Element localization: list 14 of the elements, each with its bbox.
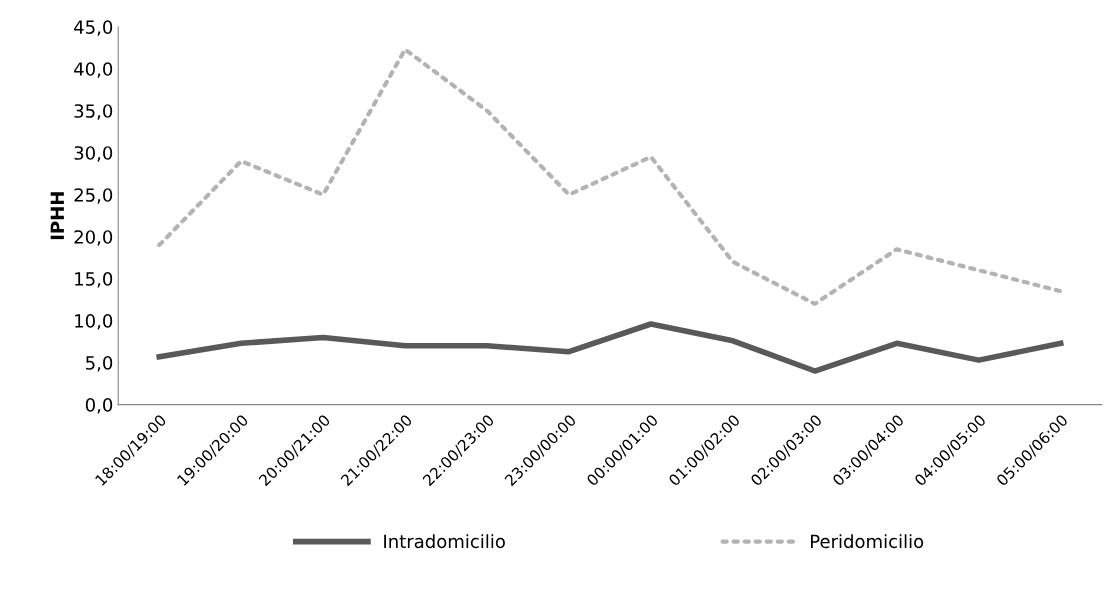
line-series: [157, 47, 1063, 306]
legend-label: Intradomicilio: [384, 534, 505, 549]
y-tick-label: 20,0: [74, 230, 113, 246]
y-tick-label: 45,0: [74, 20, 113, 36]
y-tick-label: 40,0: [74, 62, 113, 78]
y-tick-label: 35,0: [74, 104, 113, 120]
y-tick-label: 15,0: [75, 272, 113, 288]
y-axis-title: IPHH: [50, 192, 64, 240]
y-tick-label: 30,0: [74, 146, 113, 162]
y-tick-label: 0,0: [85, 398, 113, 414]
y-tick-label: 5,0: [86, 356, 113, 372]
y-tick-label: 10,0: [75, 314, 113, 330]
legend-label: Peridomicilio: [811, 534, 924, 549]
y-tick-label: 25,0: [74, 188, 113, 204]
